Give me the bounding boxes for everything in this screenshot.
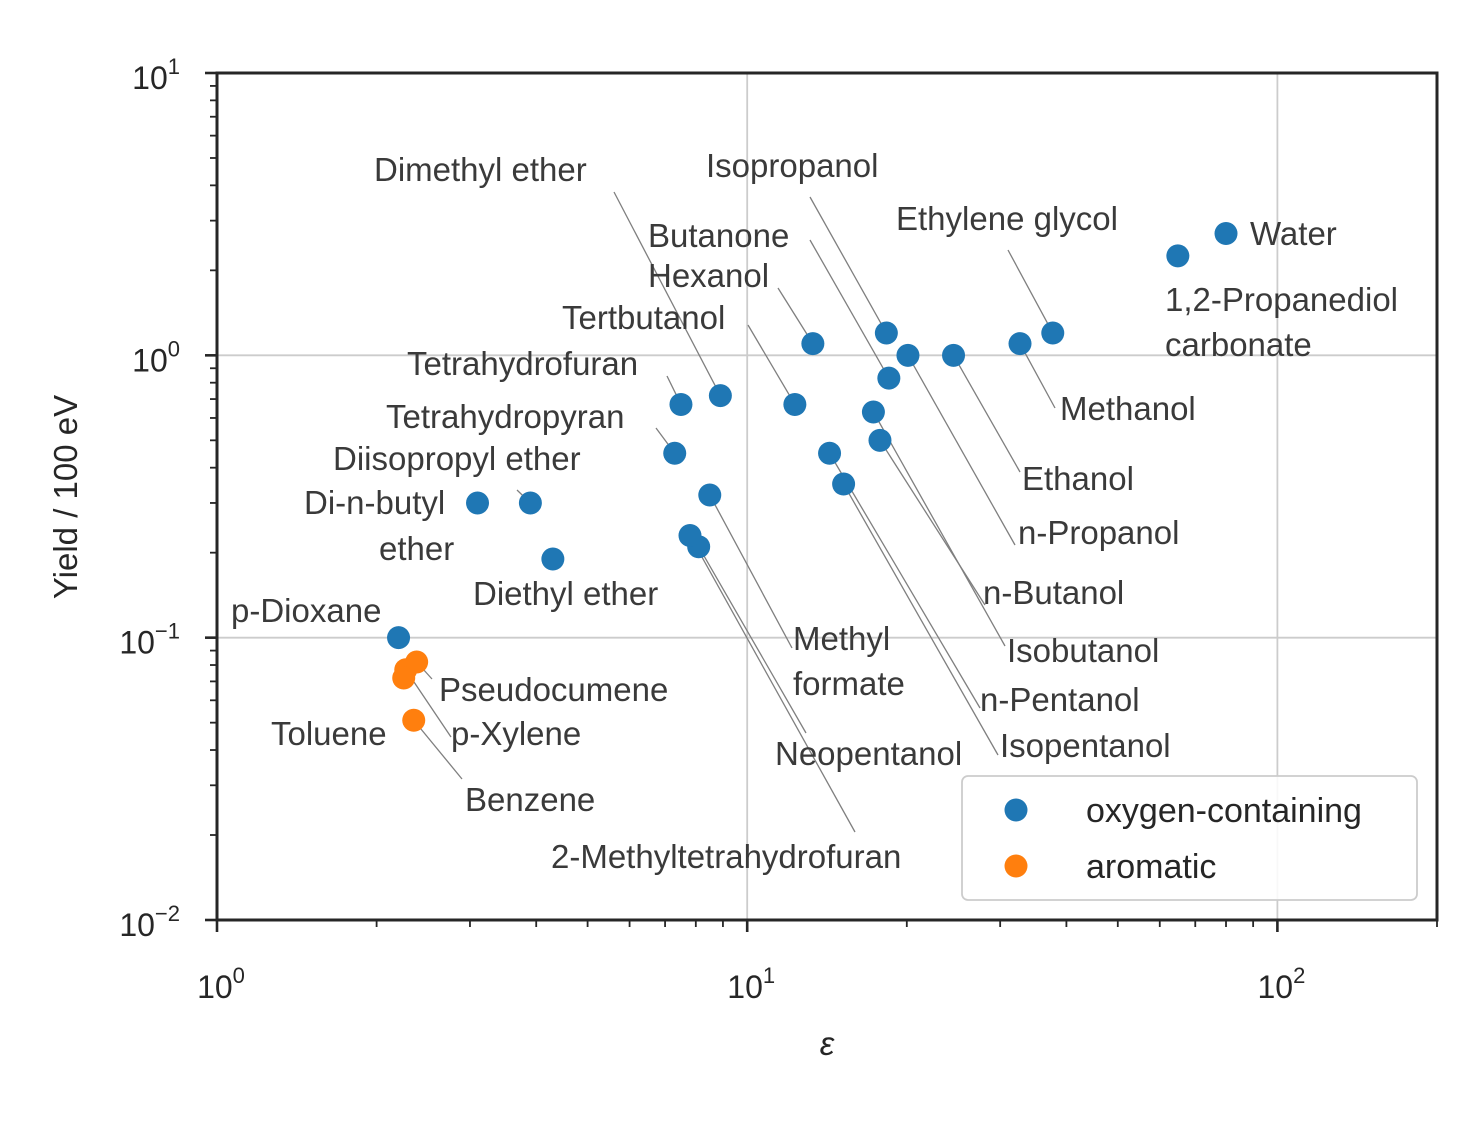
- axes-frame: [215, 71, 1439, 922]
- data-point-tetrahydrofuran: [669, 392, 693, 416]
- data-point-water: [1214, 222, 1238, 246]
- leader-line-2-methyltetrahydrofuran: [689, 535, 856, 833]
- annotation-butanone: Butanone: [648, 217, 789, 254]
- annotation-benzene: Benzene: [465, 781, 595, 818]
- legend-marker-aromatic: [1004, 854, 1028, 878]
- data-point-toluene: [392, 666, 416, 690]
- data-point-ethanol: [942, 343, 966, 367]
- annotation-tetrahydrofuran: Tetrahydrofuran: [407, 345, 638, 382]
- data-point-p-dioxane: [387, 626, 411, 650]
- annotation-leaders: [405, 191, 1056, 833]
- annotation-neopentanol: Neopentanol: [775, 735, 962, 772]
- data-point-hexanol: [801, 332, 825, 356]
- annotation-water: Water: [1250, 215, 1337, 252]
- annotation-toluene: Toluene: [271, 715, 387, 752]
- data-point-methanol: [1008, 332, 1032, 356]
- leader-line-neopentanol: [698, 546, 807, 734]
- annotation-ethanol: Ethanol: [1022, 460, 1134, 497]
- annotation-tetrahydropyran: Tetrahydropyran: [386, 398, 624, 435]
- y-tick-label: 10−2: [119, 901, 180, 943]
- data-point-isopentanol: [832, 472, 856, 496]
- leader-line-benzene: [413, 719, 463, 780]
- data-point-tetrahydropyran: [663, 441, 687, 465]
- legend-box: [961, 775, 1418, 901]
- annotation-methyl: Methyl: [793, 620, 890, 657]
- data-point-diisopropyl-ether: [518, 491, 542, 515]
- annotation-p-dioxane: p-Dioxane: [231, 592, 381, 629]
- annotation-formate: formate: [793, 665, 905, 702]
- x-tick-label: 102: [1257, 963, 1305, 1005]
- y-tick-label: 100: [132, 336, 180, 378]
- annotation-isobutanol: Isobutanol: [1007, 632, 1159, 669]
- annotation-2-methyltetrahydrofuran: 2-Methyltetrahydrofuran: [551, 838, 901, 875]
- leader-line-n-propanol: [907, 355, 1016, 546]
- leader-line-ethanol: [952, 355, 1021, 473]
- annotation-di-n-butyl: Di-n-butyl: [304, 484, 445, 521]
- data-points: [387, 222, 1238, 732]
- data-point-diethyl-ether: [541, 547, 565, 571]
- leader-line-n-butanol: [879, 439, 986, 606]
- annotation-diisopropyl-ether: Diisopropyl ether: [333, 440, 581, 477]
- leader-line-methyl-formate: [709, 494, 793, 649]
- annotation-n-butanol: n-Butanol: [983, 574, 1124, 611]
- annotation-isopentanol: Isopentanol: [1000, 727, 1171, 764]
- leader-line-isobutanol: [872, 411, 1006, 647]
- legend-label-oxygen-containing: oxygen-containing: [1086, 792, 1362, 830]
- leader-line-tertbutanol: [747, 324, 796, 405]
- data-point-tertbutanol: [783, 392, 807, 416]
- annotation-tertbutanol: Tertbutanol: [562, 299, 725, 336]
- annotation-hexanol: Hexanol: [648, 257, 769, 294]
- data-point-n-propanol: [896, 343, 920, 367]
- annotation-n-pentanol: n-Pentanol: [980, 681, 1140, 718]
- annotation-1-2-propanediol: 1,2-Propanediol: [1165, 281, 1398, 318]
- y-axis-label: Yield / 100 eV: [47, 395, 84, 599]
- annotation-diethyl-ether: Diethyl ether: [473, 575, 658, 612]
- leader-line-isopentanol: [843, 483, 999, 756]
- x-tick-label: 100: [197, 963, 245, 1005]
- annotation-ethylene-glycol: Ethylene glycol: [896, 200, 1118, 237]
- leader-line-isopropanol: [809, 196, 887, 334]
- data-point-benzene: [402, 708, 426, 732]
- annotation-carbonate: carbonate: [1165, 326, 1312, 363]
- y-tick-label: 10−1: [119, 619, 180, 661]
- x-tick-label: 101: [727, 963, 775, 1005]
- annotation-pseudocumene: Pseudocumene: [439, 671, 668, 708]
- grid: [217, 73, 1437, 920]
- leader-line-n-pentanol: [828, 452, 981, 709]
- x-axis-label: ε: [820, 1025, 835, 1062]
- data-point-isobutanol: [861, 400, 885, 424]
- legend: oxygen-containing aromatic: [961, 775, 1418, 901]
- legend-marker-oxygen-containing: [1004, 798, 1028, 822]
- axis-ticks: [205, 71, 1438, 932]
- leader-line-dimethyl-ether: [613, 191, 721, 396]
- data-point-2-methyltetrahydrofuran: [678, 524, 702, 548]
- annotation-isopropanol: Isopropanol: [706, 147, 878, 184]
- annotation-dimethyl-ether: Dimethyl ether: [374, 151, 587, 188]
- leader-line-butanone: [809, 239, 890, 379]
- annotation-labels: Water 1,2-Propanediol carbonate Ethylene gl…: [231, 147, 1398, 875]
- leader-line-ethylene-glycol: [1007, 249, 1054, 334]
- data-point-n-butanol: [868, 428, 892, 452]
- data-point-butanone: [877, 366, 901, 390]
- annotation-ether: ether: [379, 530, 454, 567]
- data-point-n-pentanol: [818, 441, 842, 465]
- data-point-methyl-formate: [698, 483, 722, 507]
- data-point-isopropanol: [874, 321, 898, 345]
- annotation-n-propanol: n-Propanol: [1018, 514, 1179, 551]
- data-point-dimethyl-ether: [708, 384, 732, 408]
- leader-line-methanol: [1019, 343, 1056, 409]
- y-tick-label: 101: [132, 54, 180, 96]
- annotation-p-xylene: p-Xylene: [451, 715, 581, 752]
- legend-label-aromatic: aromatic: [1086, 848, 1216, 886]
- data-point-1-2-propanediol-carbonate: [1166, 244, 1190, 268]
- data-point-di-n-butyl-ether: [466, 491, 490, 515]
- annotation-methanol: Methanol: [1060, 390, 1196, 427]
- axis-tick-labels: 100 101 102 10−2 10−1 100 101: [119, 54, 1305, 1005]
- data-point-ethylene-glycol: [1041, 321, 1065, 345]
